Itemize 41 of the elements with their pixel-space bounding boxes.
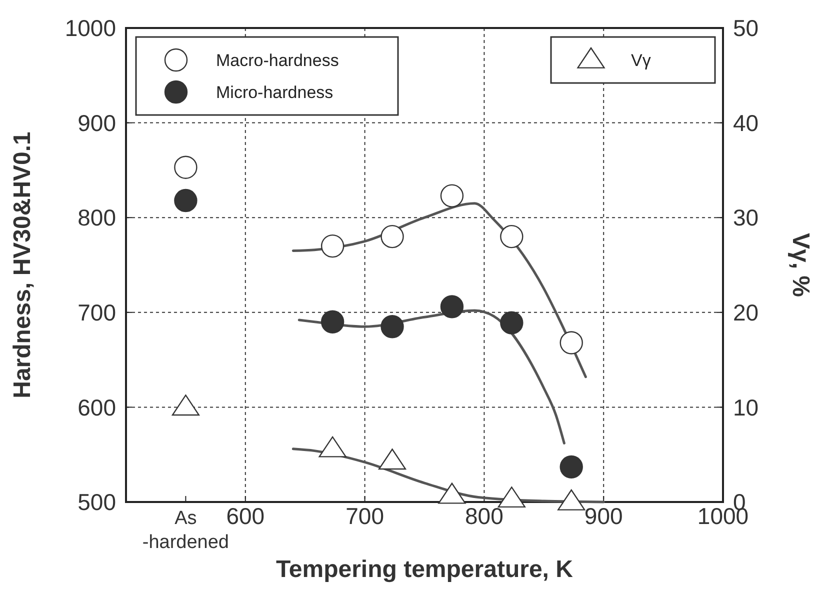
point [440,295,464,318]
point [560,331,583,354]
y-tick-label: 900 [78,110,116,136]
y2-tick-label: 50 [733,15,759,42]
line-series [298,309,566,444]
point [500,311,524,334]
point [438,482,466,504]
y-tick-label: 800 [78,204,116,231]
point [380,315,404,338]
x-tick-label: 800 [465,503,504,529]
y-tick-label: 500 [78,489,116,516]
point [174,156,198,179]
point [500,224,524,248]
y2-axis-title: Vγ, % [787,232,814,298]
y2-tick-label: 10 [733,394,759,420]
point [440,184,464,208]
y2-tick-label: 40 [733,110,759,136]
x-axis-title: Tempering temperature, K [276,556,574,583]
x-tick-label: 700 [346,503,384,529]
point [320,234,344,258]
point [318,436,346,458]
point [378,448,406,470]
point [174,188,198,212]
point [558,489,586,510]
y-tick-label: 1000 [64,15,116,42]
legend-label: Vγ [631,50,652,70]
legend-label: Micro-hardness [216,82,334,102]
y-tick-label: 700 [78,299,116,326]
legend-label: Macro-hardness [216,50,339,70]
y-axis-title: Hardness, HV30&HV0.1 [9,132,36,398]
x-tick-label: 900 [584,503,623,529]
y-tick-label: 600 [78,394,116,420]
y2-tick-label: 30 [733,204,759,231]
y2-tick-label: 20 [733,299,759,326]
point [320,310,344,334]
point [380,224,404,248]
x-tick-label: 600 [226,503,265,529]
point [560,455,583,479]
point [498,486,526,508]
point [172,394,200,416]
line-series [292,202,587,378]
